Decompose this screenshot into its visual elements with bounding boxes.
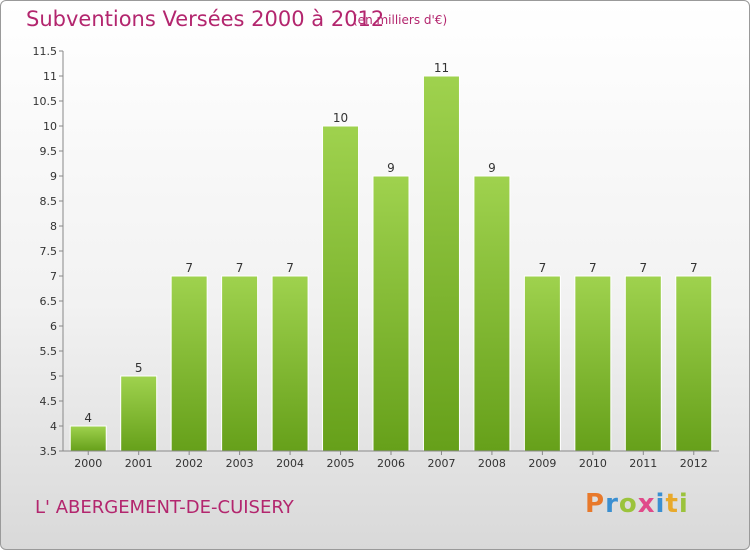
y-tick-label: 3.5 <box>40 445 58 458</box>
bar <box>372 175 410 452</box>
data-label: 7 <box>589 261 597 275</box>
chart-unit: (en milliers d'€) <box>353 13 448 27</box>
bar <box>624 275 662 452</box>
y-tick-label: 5.5 <box>40 345 58 358</box>
y-tick-label: 6.5 <box>40 295 58 308</box>
data-label: 5 <box>135 361 143 375</box>
x-tick-label: 2007 <box>427 457 455 470</box>
y-tick-label: 9 <box>50 170 57 183</box>
y-tick-label: 5 <box>50 370 57 383</box>
x-tick-label: 2012 <box>680 457 708 470</box>
y-tick-label: 4.5 <box>40 395 58 408</box>
data-label: 7 <box>236 261 244 275</box>
logo-letter: i <box>678 489 689 519</box>
y-tick-label: 8 <box>50 220 57 233</box>
bars: 4 5 7 7 7 10 9 11 9 7 7 7 7 <box>69 61 713 452</box>
data-label: 10 <box>333 111 348 125</box>
bar <box>170 275 208 452</box>
logo-letter: o <box>618 489 638 519</box>
x-tick-label: 2005 <box>327 457 355 470</box>
logo-letter: i <box>655 489 666 519</box>
data-label: 9 <box>387 161 395 175</box>
y-tick-label: 4 <box>50 420 57 433</box>
y-tick-label: 6 <box>50 320 57 333</box>
x-tick-label: 2011 <box>629 457 657 470</box>
bar <box>69 425 107 452</box>
y-tick-label: 11.5 <box>33 45 58 58</box>
bar <box>271 275 309 452</box>
logo-letter: x <box>637 489 656 519</box>
logo-letter: P <box>585 489 606 519</box>
y-tick-label: 11 <box>43 70 57 83</box>
bar <box>523 275 561 452</box>
bar <box>120 375 158 452</box>
x-tick-label: 2002 <box>175 457 203 470</box>
data-label: 4 <box>84 411 92 425</box>
y-tick-label: 8.5 <box>40 195 58 208</box>
bar <box>574 275 612 452</box>
bar <box>422 75 460 452</box>
commune-name: L' ABERGEMENT-DE-CUISERY <box>35 497 294 518</box>
bar <box>473 175 511 452</box>
data-label: 7 <box>690 261 698 275</box>
y-tick-label: 7.5 <box>40 245 58 258</box>
y-tick-label: 7 <box>50 270 57 283</box>
data-label: 7 <box>539 261 547 275</box>
data-label: 7 <box>185 261 193 275</box>
logo-letter: r <box>605 489 619 519</box>
x-tick-label: 2010 <box>579 457 607 470</box>
x-tick-label: 2000 <box>74 457 102 470</box>
data-label: 7 <box>286 261 294 275</box>
y-tick-label: 9.5 <box>40 145 58 158</box>
proxiti-logo[interactable]: Proxiti <box>585 489 689 519</box>
bar <box>221 275 259 452</box>
chart-title: Subventions Versées 2000 à 2012 <box>26 7 385 31</box>
y-tick-label: 10 <box>43 120 57 133</box>
x-tick-label: 2004 <box>276 457 304 470</box>
y-tick-label: 10.5 <box>33 95 58 108</box>
x-tick-label: 2001 <box>125 457 153 470</box>
x-tick-label: 2009 <box>528 457 556 470</box>
x-axis: 2000 2001 2002 2003 2004 2005 2006 2007 2008 2009… <box>63 450 719 470</box>
x-tick-label: 2006 <box>377 457 405 470</box>
data-label: 7 <box>639 261 647 275</box>
logo-letter: t <box>665 489 679 519</box>
data-label: 11 <box>434 61 449 75</box>
data-label: 9 <box>488 161 496 175</box>
x-tick-label: 2003 <box>226 457 254 470</box>
bar <box>675 275 713 452</box>
x-tick-label: 2008 <box>478 457 506 470</box>
bar <box>322 125 360 452</box>
y-axis: 3.5 4 4.5 5 5.5 6 6.5 7 7.5 8 8.5 9 9.5 10 10.5 11 11.5 <box>33 45 64 458</box>
